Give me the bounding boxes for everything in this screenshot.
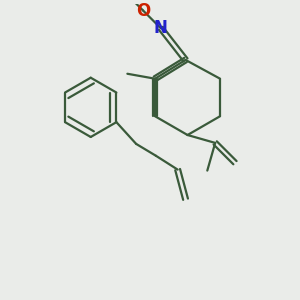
Text: N: N	[154, 19, 168, 37]
Text: O: O	[136, 2, 150, 20]
